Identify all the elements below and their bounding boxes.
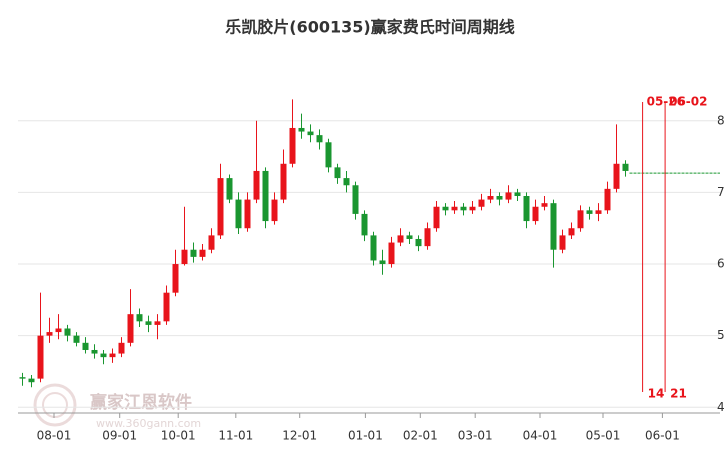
x-tick-label: 08-01 (37, 429, 72, 443)
candle-body (433, 206, 440, 229)
watermark: 赢家江恩软件 (90, 392, 192, 413)
x-tick-label: 02-01 (403, 429, 438, 443)
candle-body (586, 210, 593, 214)
cycle-date-label: 05-26 (647, 95, 685, 109)
candle-body (334, 167, 341, 179)
candle-body (487, 196, 494, 200)
x-tick-label: 09-01 (102, 429, 137, 443)
candle-body (532, 206, 539, 222)
candle-body (397, 235, 404, 243)
candle-body (388, 242, 395, 265)
x-tick-label: 12-01 (282, 429, 317, 443)
watermark-url: www.360gann.com (96, 417, 201, 430)
candle-body (217, 178, 224, 236)
x-tick-label: 04-01 (523, 429, 558, 443)
candle-body (370, 235, 377, 261)
candle-body (469, 206, 476, 211)
candle-body (595, 210, 602, 214)
candle-body (289, 127, 296, 164)
candle-body (550, 203, 557, 250)
candle-body (361, 213, 368, 236)
y-tick-label: 4 (717, 400, 725, 414)
x-tick-label: 01-01 (348, 429, 383, 443)
y-tick-label: 5 (717, 328, 725, 342)
x-tick-label: 10-01 (161, 429, 196, 443)
candle-body (100, 353, 107, 358)
candle-body (514, 192, 521, 197)
candle-body (622, 163, 629, 171)
candle-body (73, 335, 80, 343)
candle-body (451, 206, 458, 211)
candle-body (181, 249, 188, 265)
candle-body (127, 314, 134, 343)
cycle-count-label: 14 (648, 387, 665, 401)
candle-body (496, 196, 503, 200)
candle-body (559, 235, 566, 250)
candle-body (46, 332, 53, 336)
candle-body (136, 314, 143, 322)
candle-body (271, 199, 278, 222)
candle-body (505, 192, 512, 200)
candle-body (343, 178, 350, 186)
candle-body (244, 199, 251, 229)
candle-body (253, 170, 260, 200)
candle-body (154, 321, 161, 325)
candle-body (145, 321, 152, 325)
candle-body (478, 199, 485, 207)
candle-body (235, 199, 242, 229)
candle-body (28, 378, 35, 383)
candle-body (460, 206, 467, 211)
candle-body (415, 238, 422, 247)
cycle-count-label: 21 (670, 387, 687, 401)
candle-body (280, 163, 287, 200)
candle-body (613, 163, 620, 189)
candle-body (190, 249, 197, 257)
candle-body (262, 170, 269, 222)
candle-body (325, 142, 332, 168)
candle-body (604, 188, 611, 211)
x-tick-label: 11-01 (218, 429, 253, 443)
candle-body (316, 135, 323, 143)
candle-body (64, 328, 71, 336)
cycle-date-label: 06-02 (669, 95, 707, 109)
watermark-logo (33, 383, 77, 427)
candle-body (118, 342, 125, 354)
candle-body (541, 203, 548, 207)
candle-body (37, 335, 44, 379)
candle-body (55, 328, 62, 333)
candle-body (226, 178, 233, 200)
y-tick-label: 6 (717, 257, 725, 271)
candle-body (109, 353, 116, 358)
chart-title: 乐凯胶片(600135)赢家费氏时间周期线 (225, 18, 514, 37)
candle-body (307, 131, 314, 136)
candle-body (577, 210, 584, 229)
candle-body (352, 185, 359, 214)
candle-body (406, 235, 413, 239)
x-tick-label: 05-01 (586, 429, 621, 443)
candle-body (199, 249, 206, 257)
candle-body (523, 196, 530, 222)
y-tick-label: 8 (717, 113, 725, 127)
candle-body (568, 228, 575, 236)
candle-body (19, 377, 26, 379)
candle-body (424, 228, 431, 247)
candle-body (208, 235, 215, 250)
candle-body (163, 292, 170, 322)
x-tick-label: 03-01 (458, 429, 493, 443)
candle-body (172, 264, 179, 293)
candle-body (91, 349, 98, 354)
candle-body (298, 127, 305, 132)
candle-body (379, 260, 386, 265)
y-tick-label: 7 (717, 185, 725, 199)
x-tick-label: 06-01 (645, 429, 680, 443)
candle-body (82, 342, 89, 350)
candle-body (442, 206, 449, 211)
